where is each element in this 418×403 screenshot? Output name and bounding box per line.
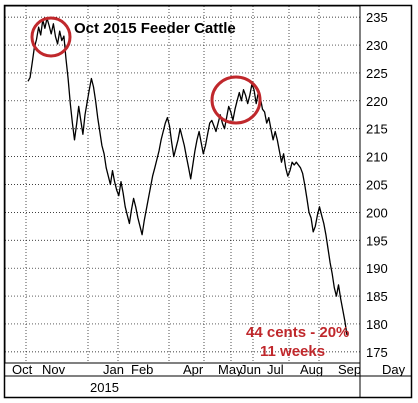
y-axis-tick-labels: 175 180 185 190 195 200 205 210 215 220 225 230 235 [366,10,388,360]
x-tick-label: Day [382,362,406,377]
y-tick-label: 195 [366,233,388,248]
x-tick-label: Aug [300,362,323,377]
y-tick-label: 205 [366,178,388,193]
y-tick-label: 230 [366,38,388,53]
highlight-circle-nov-peak [30,16,72,58]
x-tick-label: Jan [103,362,124,377]
price-line [27,17,348,336]
x-tick-label: Sep [338,362,361,377]
x-tick-label: Jun [240,362,261,377]
x-tick-label: Apr [183,362,204,377]
y-tick-label: 180 [366,317,388,332]
annotation-duration: 11 weeks [260,343,325,360]
y-tick-label: 215 [366,122,388,137]
year-label: 2015 [90,380,119,395]
chart-outer-frame [3,4,413,399]
x-tick-label: May [218,362,243,377]
y-tick-label: 235 [366,10,388,25]
y-tick-label: 220 [366,94,388,109]
annotation-change: 44 cents - 20% [246,324,349,341]
y-tick-label: 225 [366,66,388,81]
x-tick-label: Nov [42,362,66,377]
chart-title: Oct 2015 Feeder Cattle [74,20,236,37]
x-tick-label: Jul [267,362,284,377]
y-tick-label: 200 [366,205,388,220]
y-tick-label: 175 [366,345,388,360]
highlight-circle-jun-peak [210,75,262,125]
grid [5,6,360,363]
y-tick-label: 185 [366,289,388,304]
y-tick-label: 210 [366,150,388,165]
x-tick-label: Oct [12,362,33,377]
y-tick-label: 190 [366,261,388,276]
x-tick-label: Feb [131,362,153,377]
